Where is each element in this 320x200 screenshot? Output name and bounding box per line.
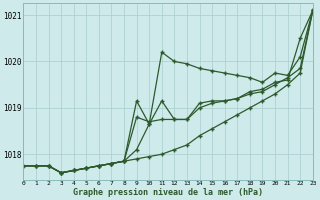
X-axis label: Graphe pression niveau de la mer (hPa): Graphe pression niveau de la mer (hPa) [73,188,263,197]
